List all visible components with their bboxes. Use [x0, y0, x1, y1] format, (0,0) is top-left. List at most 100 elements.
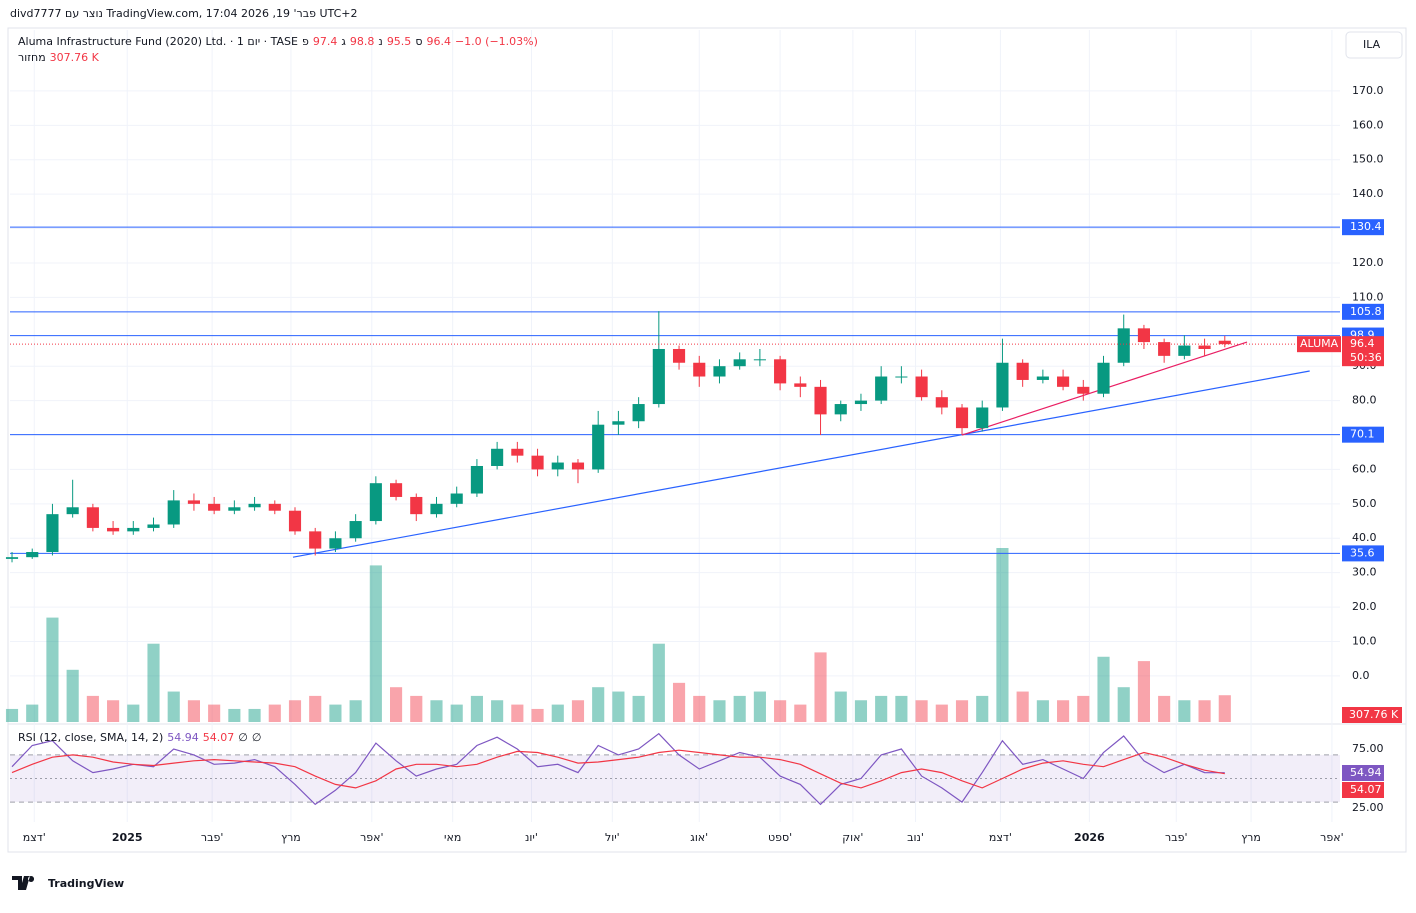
- x-tick-label: מאי: [444, 831, 461, 844]
- y-tick-label: 140.0: [1352, 187, 1384, 200]
- candle-body: [1178, 345, 1191, 356]
- candle-body: [774, 359, 787, 384]
- ohlc-value: 98.8: [350, 35, 375, 48]
- x-tick-label: יול': [605, 831, 620, 844]
- volume-bar: [531, 708, 544, 722]
- volume-bar: [612, 691, 625, 722]
- currency-button[interactable]: [1345, 31, 1403, 59]
- volume-axis-label: 307.76 K: [1349, 708, 1399, 721]
- candle-body: [329, 538, 342, 549]
- volume-bar: [288, 700, 302, 722]
- candle-body: [309, 531, 322, 549]
- rsi-value-box: [1342, 782, 1384, 798]
- volume-bar: [814, 652, 827, 722]
- ohlc-value: 97.4: [313, 35, 338, 48]
- volume-bar: [167, 691, 180, 722]
- volume-bar: [329, 704, 342, 722]
- candle-body: [531, 455, 544, 470]
- candle-body: [228, 507, 241, 511]
- candle-body: [1057, 376, 1070, 387]
- candle-body: [450, 493, 463, 504]
- y-tick-label: 110.0: [1352, 290, 1384, 303]
- rsi-line: [11, 749, 1225, 789]
- volume-box: [1342, 707, 1402, 723]
- candle-body: [349, 521, 362, 539]
- candle-body: [693, 362, 706, 377]
- volume-bar: [147, 643, 160, 722]
- candle-body: [430, 503, 443, 515]
- rsi-value-label: 54.07: [1350, 783, 1382, 796]
- candle-body: [390, 483, 403, 497]
- currency-label[interactable]: ILA: [1363, 38, 1381, 51]
- volume-bar: [834, 691, 847, 722]
- volume-bar: [794, 704, 807, 722]
- candle-body: [369, 483, 382, 522]
- level-label: 130.4: [1350, 220, 1382, 233]
- candle-body: [107, 527, 120, 532]
- volume-bar: [127, 704, 140, 722]
- x-tick-label: מרץ: [1241, 831, 1261, 844]
- volume-bar: [450, 704, 463, 722]
- candle-body: [127, 527, 140, 532]
- candle-body: [1117, 328, 1130, 363]
- candle-body: [511, 448, 524, 456]
- volume-bar: [1178, 700, 1191, 722]
- candle-body: [955, 407, 969, 429]
- volume-bar: [713, 700, 726, 722]
- candle-body: [1016, 362, 1029, 380]
- volume-bar: [733, 695, 746, 722]
- candle-body: [1218, 340, 1231, 345]
- legend-title: Aluma Infrastructure Fund (2020) Ltd. · …: [18, 35, 298, 48]
- volume-bar: [1036, 700, 1049, 722]
- volume-bar: [592, 687, 605, 722]
- price-label: 96.4: [1350, 337, 1375, 350]
- volume-bar: [1117, 687, 1130, 722]
- level-label-box: [1342, 303, 1384, 320]
- volume-bar: [5, 708, 19, 722]
- volume-bar: [390, 687, 403, 722]
- candle-body: [147, 524, 160, 528]
- chart-frame: [7, 27, 1407, 853]
- x-tick-label: 2025: [112, 831, 143, 844]
- candle-body: [410, 496, 423, 515]
- volume-bar: [693, 695, 706, 722]
- volume-bar: [309, 695, 322, 722]
- candle-body: [167, 500, 180, 525]
- candle-body: [592, 424, 605, 470]
- candle-body: [288, 510, 302, 532]
- candle-body: [632, 404, 645, 422]
- candle-body: [571, 462, 585, 470]
- volume-title: מחזור: [18, 51, 46, 64]
- volume-bar: [430, 700, 443, 722]
- volume-bar: [753, 691, 766, 722]
- volume-bar: [1218, 695, 1231, 722]
- volume-bar: [1077, 695, 1090, 722]
- y-tick-label: 0.0: [1352, 669, 1370, 682]
- y-tick-label: 170.0: [1352, 84, 1384, 97]
- candle-body: [713, 366, 726, 377]
- level-label: 70.1: [1350, 428, 1375, 441]
- rsi-sma-value: 54.07: [203, 731, 235, 744]
- volume-bar: [774, 700, 787, 722]
- level-label: 35.6: [1350, 546, 1375, 559]
- rsi-tick-label: 75.00: [1352, 742, 1384, 755]
- level-label-box: [1342, 219, 1384, 236]
- volume-bar: [895, 695, 908, 722]
- rsi-empty: ∅: [238, 731, 248, 744]
- volume-bar: [86, 695, 99, 722]
- candle-body: [875, 376, 888, 401]
- level-label-box: [1342, 545, 1384, 562]
- candle-body: [268, 503, 281, 511]
- volume-bar: [349, 700, 362, 722]
- volume-bar: [208, 704, 221, 722]
- y-tick-label: 60.0: [1352, 462, 1377, 475]
- volume-bar: [491, 700, 504, 722]
- volume-bar: [1016, 691, 1029, 722]
- candle-body: [66, 507, 79, 515]
- x-tick-label: אפר': [360, 831, 383, 844]
- x-tick-label: דצמ': [989, 831, 1012, 844]
- volume-bar: [1097, 656, 1110, 722]
- ohlc-letter: ג: [341, 35, 346, 48]
- y-tick-label: 120.0: [1352, 256, 1384, 269]
